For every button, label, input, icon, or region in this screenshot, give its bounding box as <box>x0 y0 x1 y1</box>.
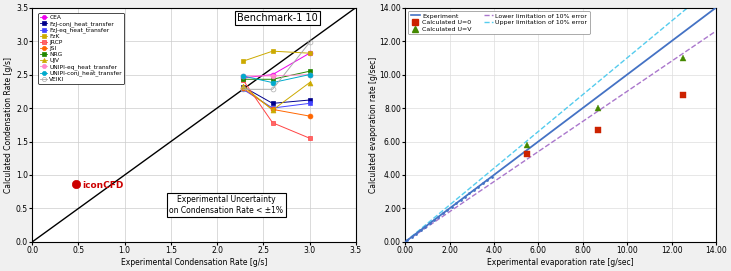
Legend: Experiment, Calculated U=0, Calculated U=V, Lower limitation of 10% error, Upper: Experiment, Calculated U=0, Calculated U… <box>408 11 590 34</box>
Text: Benchmark-1 10: Benchmark-1 10 <box>237 13 317 23</box>
Y-axis label: Calculated Condensation Rate [g/s]: Calculated Condensation Rate [g/s] <box>4 57 13 193</box>
Legend: CEA, FzJ-conj_heat_transfer, FzJ-eq_heat_transfer, FzK, JRCP, JSI, NRG, UJV, UNI: CEA, FzJ-conj_heat_transfer, FzJ-eq_heat… <box>39 13 124 85</box>
Text: iconCFD: iconCFD <box>82 180 124 189</box>
Text: Experimental Uncertainty
on Condensation Rate < ±1%: Experimental Uncertainty on Condensation… <box>170 195 284 215</box>
X-axis label: Experimental evaporation rate [g/sec]: Experimental evaporation rate [g/sec] <box>488 258 634 267</box>
X-axis label: Experimental Condensation Rate [g/s]: Experimental Condensation Rate [g/s] <box>121 258 268 267</box>
Y-axis label: Calculated evaporation rate [g/sec]: Calculated evaporation rate [g/sec] <box>369 57 378 193</box>
